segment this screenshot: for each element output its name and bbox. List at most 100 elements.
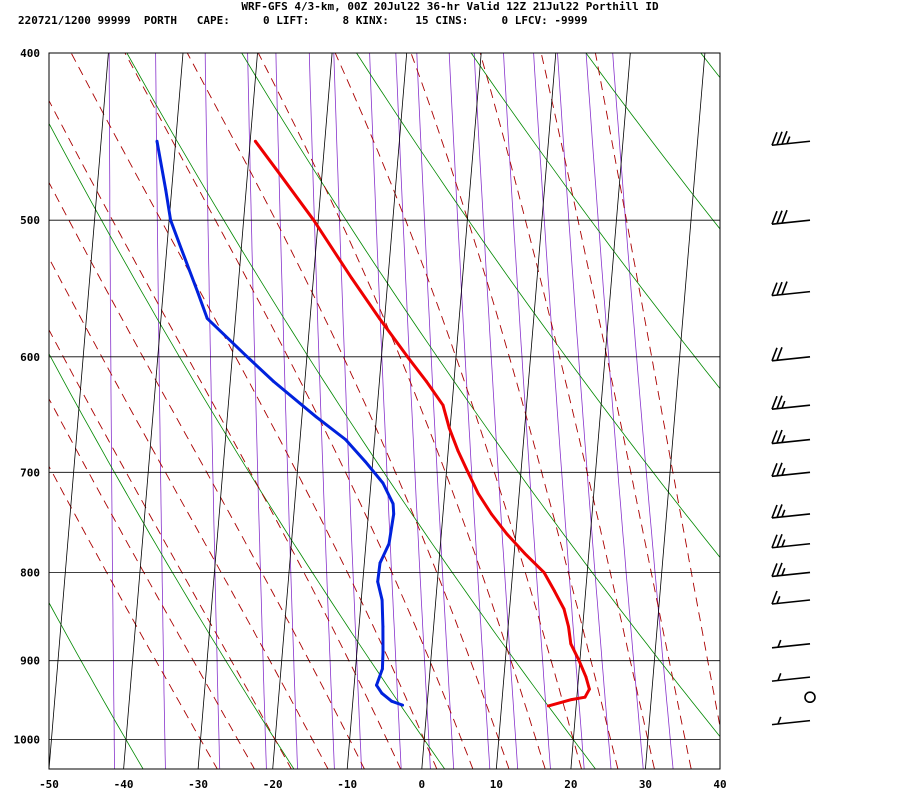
dewpoint-point <box>381 650 385 654</box>
moist-adiabat-line <box>410 53 619 769</box>
y-tick-label: 800 <box>20 566 40 579</box>
temperature-point <box>584 675 588 679</box>
wind-barb <box>771 395 811 410</box>
temperature-point <box>278 172 281 176</box>
dry-adiabat-line <box>356 53 720 559</box>
y-tick-label: 700 <box>20 466 40 479</box>
temperature-point <box>378 317 381 320</box>
temperature-point <box>577 659 581 663</box>
plot-frame <box>48 52 721 770</box>
temperature-point <box>567 625 570 628</box>
dewpoint-point <box>155 139 159 143</box>
mixing-ratio-line <box>204 53 221 769</box>
isotherm-line <box>719 764 720 769</box>
temperature-point <box>547 704 550 708</box>
mixing-ratio-line <box>557 53 612 769</box>
dewpoint-point <box>376 580 380 584</box>
y-tick-label: 400 <box>20 47 40 60</box>
mixing-ratio-line <box>308 53 335 769</box>
dewpoint-point <box>380 598 384 602</box>
moist-adiabat-line <box>540 53 692 769</box>
moist-adiabat-line <box>70 53 438 769</box>
temperature-point <box>441 403 445 407</box>
temperature-point <box>523 552 527 555</box>
temperature-point <box>425 380 428 383</box>
x-tick-label: 30 <box>639 778 652 791</box>
wind-barb <box>771 590 811 605</box>
mixing-ratio-line <box>108 53 116 769</box>
dewpoint-point <box>363 460 367 463</box>
dewpoint-trace <box>155 139 404 707</box>
dry-adiabat-line <box>863 0 900 783</box>
temperature-point <box>570 698 573 701</box>
x-tick-label: -30 <box>188 778 208 791</box>
moist-adiabat-line <box>49 257 329 769</box>
dewpoint-point <box>344 438 347 441</box>
temperature-point <box>569 642 573 646</box>
temperature-point <box>406 355 409 359</box>
moist-adiabat-line <box>594 53 720 730</box>
dry-adiabat-line <box>49 122 446 769</box>
dewpoint-point <box>378 561 382 565</box>
x-tick-label: -10 <box>337 778 357 791</box>
dewpoint-point <box>272 380 275 383</box>
mixing-ratio-line <box>416 53 455 769</box>
wind-barb <box>771 504 811 519</box>
mixing-ratio-line <box>503 53 551 769</box>
isotherm-line <box>421 53 482 769</box>
dewpoint-point <box>314 415 318 419</box>
stats-line: 220721/1200 99999 PORTH CAPE: 0 LIFT: 8 … <box>18 14 588 27</box>
isotherm-line <box>197 53 258 769</box>
dewpoint-point <box>245 355 249 359</box>
dry-adiabat-line <box>241 53 720 738</box>
temperature-point <box>476 492 480 495</box>
dry-adiabat-line <box>49 601 144 769</box>
y-tick-label: 1000 <box>14 734 41 747</box>
y-tick-label: 900 <box>20 655 40 668</box>
dewpoint-point <box>205 317 209 320</box>
temperature-point <box>254 139 257 143</box>
dewpoint-point <box>164 188 168 192</box>
wind-barb <box>771 716 811 726</box>
mixing-ratio-line <box>247 53 267 769</box>
x-tick-label: -50 <box>39 778 59 791</box>
dewpoint-point <box>391 502 395 506</box>
dewpoint-point <box>390 699 393 703</box>
temperature-point <box>588 687 591 691</box>
mixing-ratio-line <box>585 53 644 769</box>
temperature-point <box>583 695 587 699</box>
dewpoint-point <box>381 625 385 628</box>
temperature-trace <box>253 139 591 708</box>
moist-adiabat-line <box>186 53 510 769</box>
mixing-ratio-line <box>395 53 431 769</box>
wind-barb <box>771 639 811 649</box>
dewpoint-point <box>381 667 384 671</box>
moist-adiabat-line <box>334 53 582 769</box>
moist-adiabat-line <box>257 53 546 769</box>
isotherm-line <box>645 53 706 769</box>
temperature-point <box>542 571 546 574</box>
x-tick-label: 40 <box>713 778 726 791</box>
dry-adiabat-line <box>752 0 900 783</box>
dewpoint-point <box>381 481 385 485</box>
dewpoint-point <box>375 683 378 687</box>
x-tick-label: -40 <box>114 778 134 791</box>
moist-adiabat-line <box>49 181 365 769</box>
dry-adiabat-line <box>585 53 720 230</box>
temperature-point <box>505 532 509 536</box>
temperature-point <box>312 218 316 222</box>
dewpoint-point <box>380 691 384 695</box>
temperature-point <box>466 470 470 474</box>
x-tick-label: -20 <box>263 778 283 791</box>
mixing-ratio-line <box>369 53 402 769</box>
moist-adiabat-line <box>49 328 292 769</box>
isotherm-line <box>272 53 333 769</box>
x-tick-label: 20 <box>564 778 577 791</box>
mixing-ratio-line <box>473 53 519 769</box>
wind-barb <box>771 209 811 226</box>
y-tick-label: 500 <box>20 214 40 227</box>
wind-barb <box>771 347 811 362</box>
wind-barb <box>771 130 811 147</box>
wind-barb <box>771 533 811 549</box>
